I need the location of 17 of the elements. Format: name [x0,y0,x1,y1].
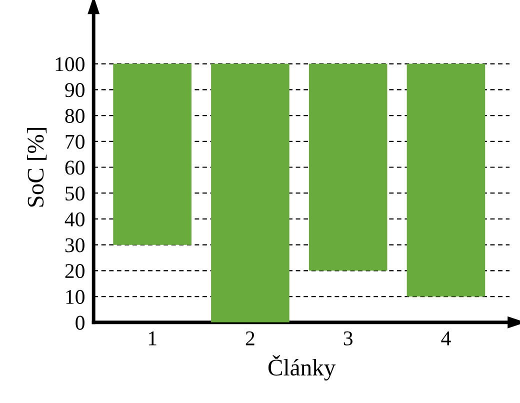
x-tick-label: 3 [344,331,352,346]
y-tick-label: 50 [66,186,84,201]
x-tick-label: 4 [441,331,451,346]
x-tick-label: 2 [246,331,254,346]
y-tick-label: 30 [65,238,84,252]
y-tick-label: 40 [64,212,84,226]
y-tick-label: 90 [65,83,84,98]
y-tick-label: 70 [66,134,84,149]
y-tick-label: 20 [65,264,84,278]
x-axis-title: Články [268,355,336,380]
y-tick-label: 100 [56,57,84,72]
x-tick-label: 1 [148,331,156,346]
y-tick-label: 80 [65,108,84,123]
y-tick-label: 10 [66,290,84,304]
y-tick-label: 0 [76,316,84,330]
y-axis-title: SoC [%] [27,128,47,207]
y-tick-label: 60 [65,160,84,175]
